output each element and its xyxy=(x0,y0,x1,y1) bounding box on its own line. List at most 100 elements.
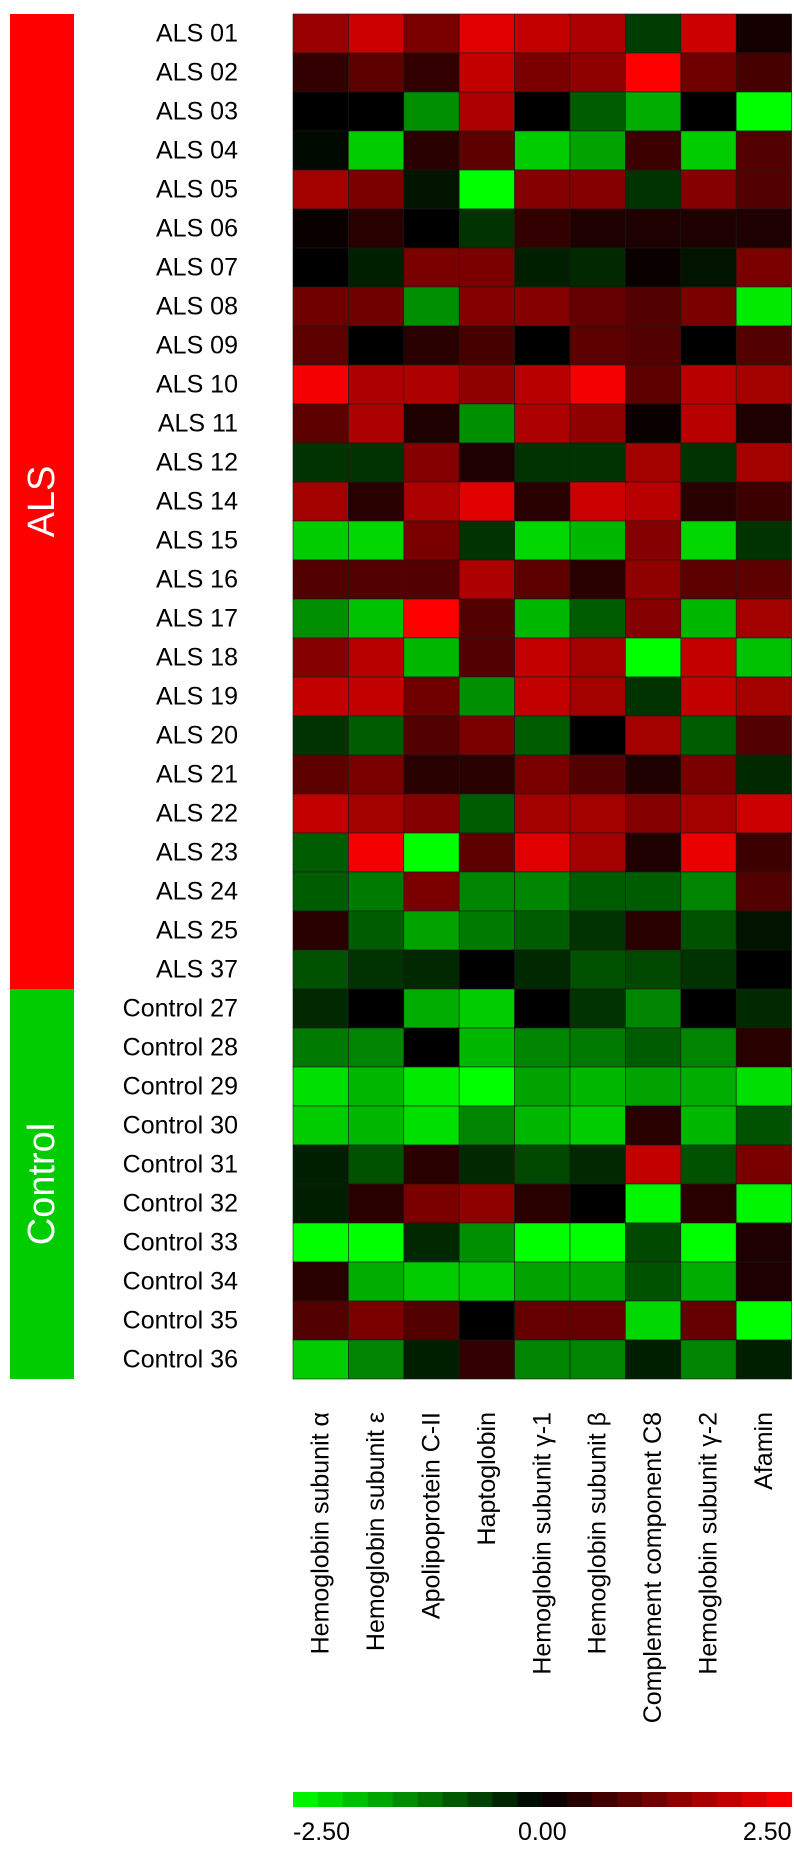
heatmap-cell xyxy=(292,91,349,132)
heatmap-cell xyxy=(569,1066,626,1107)
heatmap-cell xyxy=(458,520,515,561)
heatmap-cell xyxy=(458,1105,515,1146)
column-label: Hemoglobin subunit α xyxy=(307,1412,335,1654)
heatmap-cell xyxy=(458,247,515,288)
heatmap-cell xyxy=(458,949,515,990)
heatmap-cell xyxy=(735,1066,792,1107)
heatmap-cell xyxy=(458,364,515,405)
heatmap-cell xyxy=(735,247,792,288)
group-bar-als xyxy=(10,14,74,989)
row-label: ALS 08 xyxy=(156,293,238,321)
row-label: ALS 15 xyxy=(156,527,238,555)
heatmap-cell xyxy=(680,1066,737,1107)
heatmap-cell xyxy=(292,169,349,210)
heatmap-cell xyxy=(625,1222,682,1263)
color-scale-swatch xyxy=(592,1792,618,1807)
heatmap-cell xyxy=(625,208,682,249)
heatmap-cell xyxy=(680,598,737,639)
color-scale-swatch xyxy=(642,1792,668,1807)
heatmap-cell xyxy=(403,442,460,483)
color-scale-swatch xyxy=(417,1792,444,1807)
heatmap-cell xyxy=(680,520,737,561)
heatmap-cell xyxy=(514,247,571,288)
heatmap-cell xyxy=(458,1222,515,1263)
heatmap-cell xyxy=(458,403,515,444)
heatmap-cell xyxy=(403,481,460,522)
heatmap-cell xyxy=(292,559,349,600)
heatmap-cell xyxy=(625,130,682,171)
heatmap-cell xyxy=(514,910,571,951)
color-scale-swatch xyxy=(517,1792,543,1807)
heatmap-cell xyxy=(680,364,737,405)
heatmap-cell xyxy=(680,559,737,600)
heatmap-cell xyxy=(348,1339,405,1380)
heatmap-cell xyxy=(625,13,682,54)
heatmap-cell xyxy=(292,598,349,639)
heatmap-cell xyxy=(403,1222,460,1263)
heatmap-cell xyxy=(569,598,626,639)
heatmap-cell xyxy=(514,481,571,522)
row-label: Control 36 xyxy=(123,1346,238,1374)
heatmap-cell xyxy=(403,910,460,951)
heatmap-cell xyxy=(625,325,682,366)
color-scale-swatch xyxy=(293,1792,319,1807)
row-label: ALS 03 xyxy=(156,98,238,126)
row-label: ALS 11 xyxy=(158,410,238,438)
heatmap-cell xyxy=(569,988,626,1029)
heatmap-cell xyxy=(625,1183,682,1224)
heatmap-cell xyxy=(348,52,405,93)
heatmap-cell xyxy=(680,832,737,873)
heatmap-cell xyxy=(292,1144,349,1185)
row-label: ALS 22 xyxy=(156,800,238,828)
color-scale-swatch xyxy=(691,1792,718,1807)
heatmap-cell xyxy=(625,1300,682,1341)
heatmap-cell xyxy=(403,208,460,249)
heatmap-cell xyxy=(348,676,405,717)
heatmap-cell xyxy=(680,403,737,444)
heatmap-cell xyxy=(680,91,737,132)
heatmap-cell xyxy=(292,1027,349,1068)
row-label: ALS 19 xyxy=(156,683,238,711)
color-scale-swatch xyxy=(766,1792,793,1807)
heatmap-cell xyxy=(458,1300,515,1341)
heatmap-cell xyxy=(680,754,737,795)
color-scale-tick-label: -2.50 xyxy=(293,1818,350,1846)
heatmap-cell xyxy=(292,364,349,405)
heatmap-cell xyxy=(569,520,626,561)
heatmap-cell xyxy=(458,130,515,171)
row-label: Control 31 xyxy=(123,1151,238,1179)
heatmap-cell xyxy=(625,169,682,210)
heatmap-cell xyxy=(292,13,349,54)
heatmap-cell xyxy=(625,1339,682,1380)
heatmap-cell xyxy=(569,481,626,522)
heatmap-cell xyxy=(348,1300,405,1341)
heatmap-cell xyxy=(403,520,460,561)
heatmap-cell xyxy=(625,988,682,1029)
heatmap-cell xyxy=(569,403,626,444)
heatmap-cell xyxy=(735,442,792,483)
heatmap-cell xyxy=(735,481,792,522)
row-label: Control 28 xyxy=(123,1034,238,1062)
row-label: ALS 01 xyxy=(156,20,238,48)
heatmap-cell xyxy=(735,637,792,678)
heatmap-cell xyxy=(680,793,737,834)
heatmap-cell xyxy=(348,325,405,366)
column-label: Hemoglobin subunit γ-2 xyxy=(695,1412,723,1675)
color-scale-tick-label: 2.50 xyxy=(743,1818,792,1846)
heatmap-cell xyxy=(569,676,626,717)
heatmap-cell xyxy=(569,910,626,951)
heatmap-cell xyxy=(735,1144,792,1185)
heatmap-cell xyxy=(625,871,682,912)
row-label: Control 33 xyxy=(123,1229,238,1257)
heatmap-cell xyxy=(514,637,571,678)
heatmap-cell xyxy=(348,910,405,951)
heatmap-cell xyxy=(625,793,682,834)
heatmap-cell xyxy=(680,208,737,249)
heatmap-cell xyxy=(735,91,792,132)
heatmap-cell xyxy=(680,637,737,678)
row-label: ALS 37 xyxy=(156,956,238,984)
heatmap-cell xyxy=(292,130,349,171)
column-label: Apolipoprotein C-II xyxy=(418,1412,446,1619)
heatmap-cell xyxy=(292,208,349,249)
heatmap-cell xyxy=(735,949,792,990)
